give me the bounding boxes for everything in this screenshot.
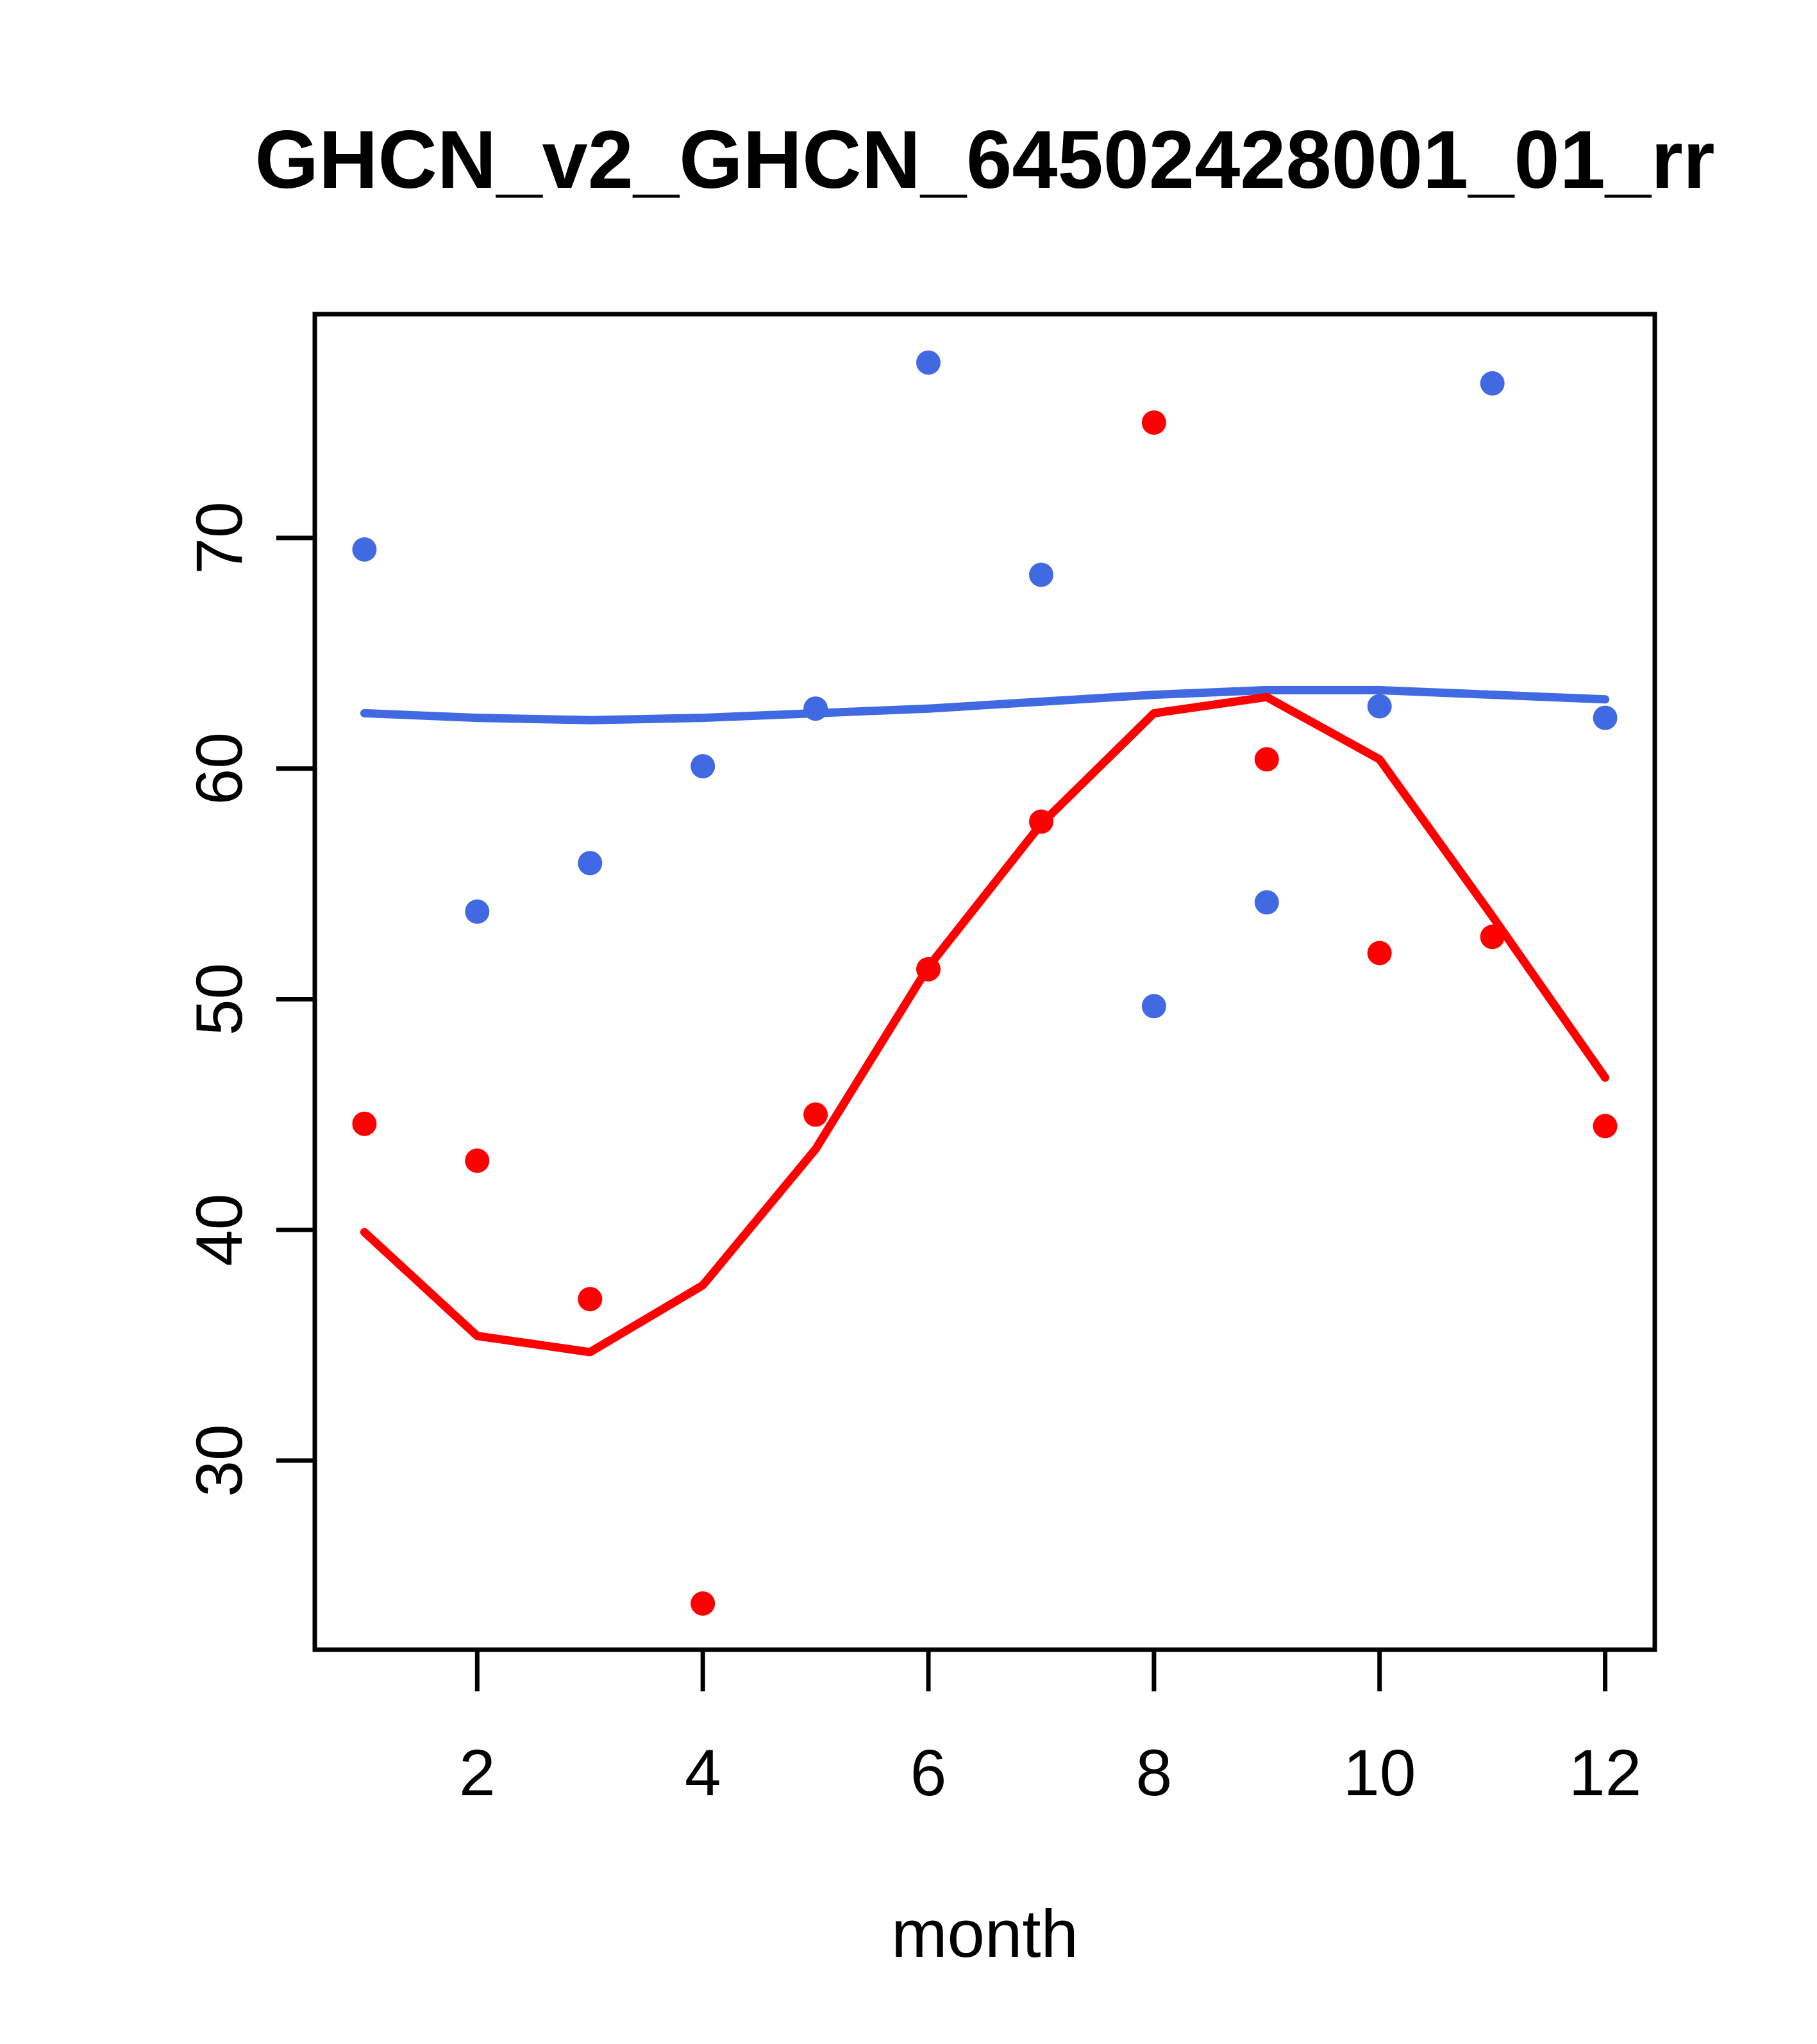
data-point: [465, 899, 490, 924]
series-layer: [352, 350, 1618, 1616]
data-point: [691, 1591, 716, 1616]
data-point: [1029, 562, 1053, 587]
data-point: [1141, 994, 1166, 1019]
x-tick-label: 8: [1136, 1736, 1173, 1809]
chart-title: GHCN_v2_GHCN_64502428001_01_rr: [255, 114, 1714, 206]
blue-points: [352, 350, 1618, 1019]
red-points: [352, 410, 1618, 1616]
y-tick-label: 50: [183, 963, 256, 1035]
blue-trend-line-path: [360, 685, 1610, 725]
x-tick-label: 6: [910, 1736, 947, 1809]
data-point: [916, 350, 941, 375]
data-point: [1593, 1114, 1618, 1139]
plot-border: [312, 312, 1657, 1652]
data-point: [352, 1111, 377, 1136]
x-tick-label: 10: [1343, 1736, 1416, 1809]
y-tick-label: 60: [183, 732, 256, 805]
data-point: [803, 1102, 828, 1127]
x-tick-label: 2: [459, 1736, 496, 1809]
x-tick-label: 12: [1569, 1736, 1641, 1809]
y-tick-label: 40: [183, 1194, 256, 1266]
data-point: [1141, 410, 1166, 435]
blue-trend-line: [360, 685, 1610, 725]
data-point: [352, 537, 377, 562]
data-point: [1367, 941, 1392, 966]
data-point: [1254, 890, 1279, 915]
axes-layer: 2 4 6 8 10 12 30 40 50 60 70: [183, 312, 1657, 1809]
y-tick-label: 70: [183, 501, 256, 574]
red-trend-line-path: [360, 692, 1610, 1357]
data-point: [691, 754, 716, 779]
x-tick-label: 4: [685, 1736, 721, 1809]
data-point: [578, 851, 603, 876]
y-tick-label: 30: [183, 1424, 256, 1496]
data-point: [1480, 371, 1505, 396]
data-point: [1367, 694, 1392, 719]
data-point: [578, 1287, 603, 1312]
data-point: [465, 1148, 490, 1173]
data-point: [1254, 747, 1279, 772]
red-trend-line: [360, 692, 1610, 1357]
x-axis-label: month: [891, 1897, 1078, 1972]
data-point: [1593, 705, 1618, 730]
